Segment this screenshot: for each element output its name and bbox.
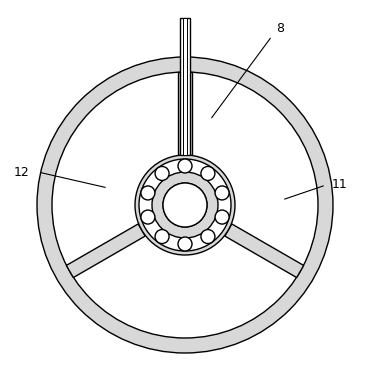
Polygon shape [178,72,192,155]
Circle shape [215,210,229,224]
Circle shape [135,155,235,255]
Text: 8: 8 [276,21,284,35]
Circle shape [155,229,169,243]
Polygon shape [180,18,190,155]
Circle shape [178,159,192,173]
Text: 11: 11 [332,179,348,192]
Circle shape [163,183,207,227]
Circle shape [139,159,231,251]
Circle shape [141,210,155,224]
Polygon shape [66,224,145,278]
Polygon shape [183,18,187,155]
Circle shape [201,229,215,243]
Circle shape [163,183,207,227]
Circle shape [155,166,169,181]
Polygon shape [225,224,304,278]
Circle shape [37,57,333,353]
Circle shape [52,72,318,338]
Circle shape [215,186,229,200]
Circle shape [152,172,218,238]
Circle shape [178,237,192,251]
Circle shape [141,186,155,200]
Circle shape [201,166,215,181]
Text: 12: 12 [14,165,30,179]
